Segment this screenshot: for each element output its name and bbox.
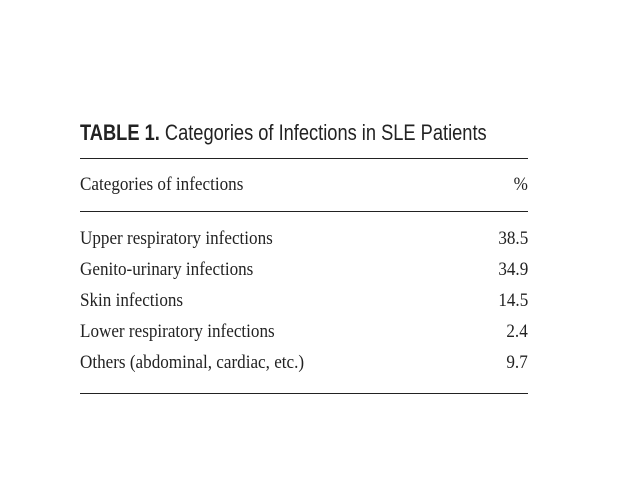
row-value: 34.9 bbox=[498, 259, 528, 280]
row-label: Others (abdominal, cardiac, etc.) bbox=[80, 352, 305, 373]
row-value: 38.5 bbox=[498, 228, 528, 249]
table-title: TABLE 1. Categories of Infections in SLE… bbox=[80, 120, 528, 146]
bottom-rule bbox=[80, 393, 528, 394]
row-label: Upper respiratory infections bbox=[80, 228, 273, 249]
row-value: 14.5 bbox=[498, 290, 528, 311]
header-rule bbox=[80, 211, 528, 212]
row-label: Skin infections bbox=[80, 290, 184, 311]
table-caption: Categories of Infections in SLE Patients bbox=[164, 120, 487, 145]
column-header: Categories of infections bbox=[80, 174, 244, 195]
top-rule bbox=[80, 158, 528, 159]
row-value: 9.7 bbox=[506, 352, 528, 373]
column-header: % bbox=[513, 174, 528, 195]
row-label: Lower respiratory infections bbox=[80, 321, 275, 342]
row-value: 2.4 bbox=[506, 321, 528, 342]
row-label: Genito-urinary infections bbox=[80, 259, 254, 280]
table-label: TABLE 1. bbox=[80, 120, 160, 145]
